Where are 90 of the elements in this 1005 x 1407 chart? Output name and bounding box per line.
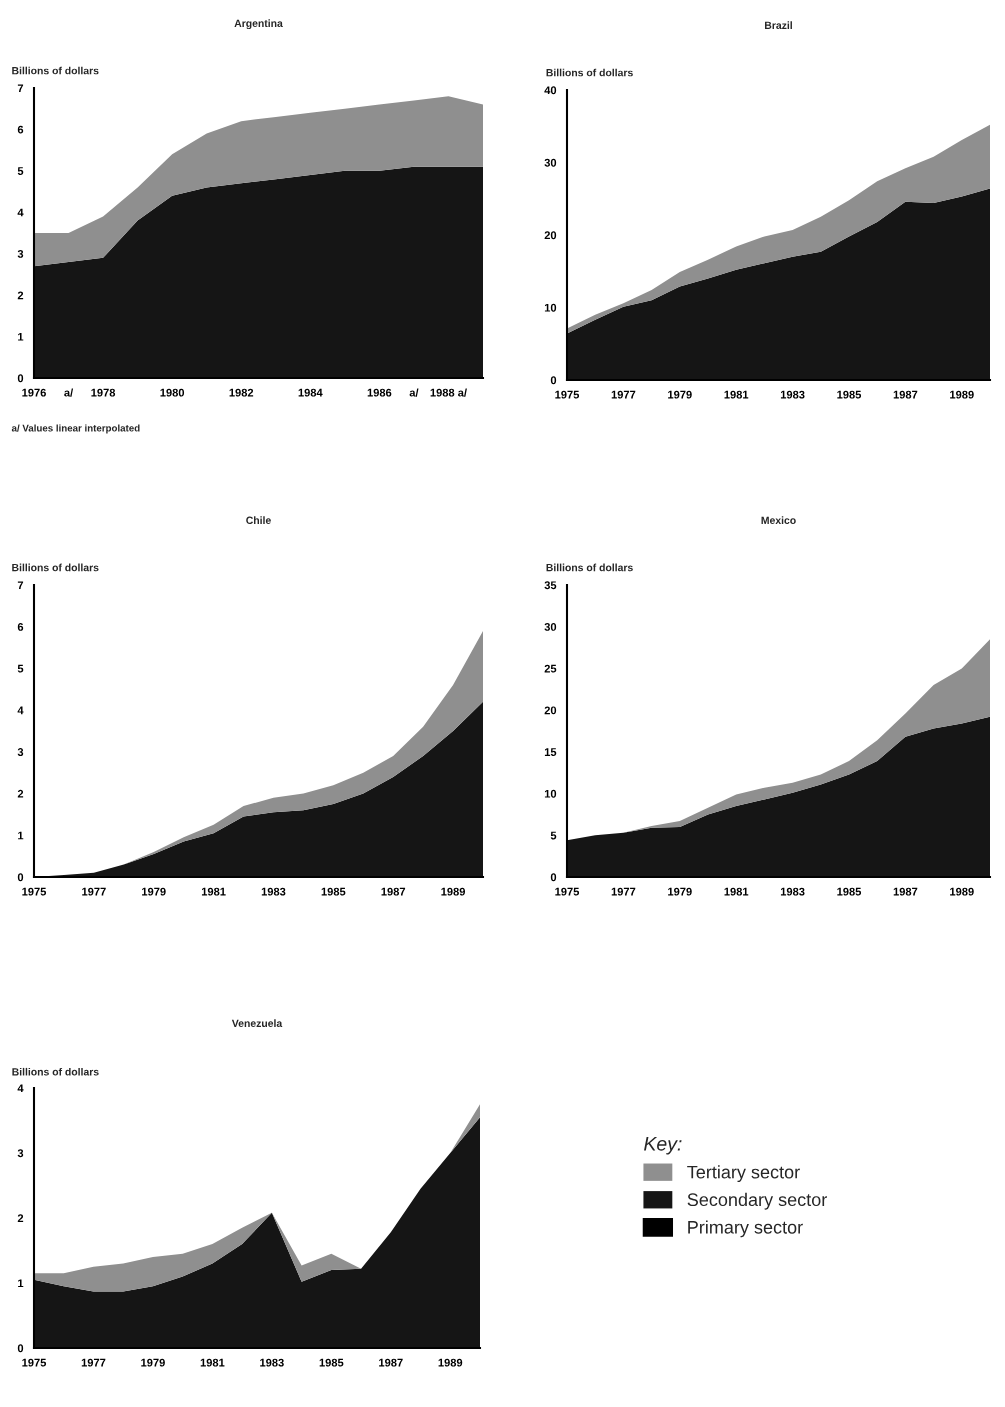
y-tick-label: 3 xyxy=(17,1149,24,1158)
x-tick-label: a/ xyxy=(409,388,419,397)
y-axis-title: Billions of dollars xyxy=(546,563,633,572)
x-tick-label: 1978 xyxy=(91,388,116,397)
chart-title: Chile xyxy=(246,516,271,524)
x-tick-label: 1983 xyxy=(260,1358,284,1367)
y-tick-label: 20 xyxy=(544,231,557,240)
y-axis-title: Billions of dollars xyxy=(12,563,99,572)
y-tick-label: 4 xyxy=(17,706,24,715)
x-tick-label: 1977 xyxy=(82,887,106,896)
y-tick-label: 3 xyxy=(17,748,24,757)
chart-title: Venezuela xyxy=(231,1019,283,1027)
y-tick-label: 10 xyxy=(544,303,557,312)
x-tick-label: 1977 xyxy=(611,390,636,399)
x-tick-label: 1976 xyxy=(22,388,46,397)
y-tick-label: 0 xyxy=(17,1344,24,1353)
y-tick-label: 0 xyxy=(17,374,24,383)
x-tick-label: 1983 xyxy=(261,887,286,896)
y-axis-title: Billions of dollars xyxy=(12,1067,99,1076)
x-tick-label: 1977 xyxy=(611,887,636,896)
x-tick-label: 1981 xyxy=(200,1358,225,1367)
chart-title: Mexico xyxy=(761,516,796,524)
y-tick-label: 4 xyxy=(17,208,24,217)
chart-title: Brazil xyxy=(765,21,792,29)
chart-title: Argentina xyxy=(234,19,283,30)
y-tick-label: 2 xyxy=(17,1214,24,1223)
x-tick-label: 1985 xyxy=(837,887,862,896)
x-tick-label: 1979 xyxy=(668,887,692,896)
x-tick-label: 1985 xyxy=(319,1358,344,1367)
x-tick-label: 1975 xyxy=(22,887,47,896)
x-tick-label: 1983 xyxy=(780,887,805,896)
x-tick-label: 1982 xyxy=(229,388,254,397)
x-tick-label: 1984 xyxy=(298,388,323,397)
y-tick-label: 0 xyxy=(17,873,24,882)
legend-label: Primary sector xyxy=(688,1220,803,1238)
x-tick-label: 1989 xyxy=(441,887,466,896)
x-tick-label: 1986 xyxy=(367,388,392,397)
x-tick-label: 1989 xyxy=(438,1358,463,1367)
y-tick-label: 5 xyxy=(17,167,24,175)
x-tick-label: 1975 xyxy=(555,887,580,896)
legend-label: Secondary sector xyxy=(687,1192,827,1210)
y-tick-label: 30 xyxy=(544,622,557,631)
x-tick-label: 1987 xyxy=(893,887,918,896)
y-tick-label: 7 xyxy=(17,581,24,590)
y-tick-label: 5 xyxy=(550,831,557,840)
x-tick-label: 1975 xyxy=(555,390,580,399)
text: a/ Values linear interpolated xyxy=(11,424,140,434)
x-tick-label: 1985 xyxy=(837,390,862,399)
legend-label: Tertiary sector xyxy=(687,1165,800,1183)
x-tick-label: 1987 xyxy=(379,1358,403,1367)
y-tick-label: 4 xyxy=(17,1084,24,1093)
x-tick-label: 1979 xyxy=(668,390,692,399)
x-tick-label: 1975 xyxy=(22,1358,47,1367)
x-tick-label: 1981 xyxy=(724,390,749,399)
x-tick-label: 1988 a/ xyxy=(430,388,467,397)
x-tick-label: 1989 xyxy=(950,887,974,896)
x-tick-label: 1981 xyxy=(201,887,226,896)
y-tick-label: 6 xyxy=(17,622,24,631)
x-tick-label: 1985 xyxy=(321,887,346,896)
y-tick-label: 0 xyxy=(550,873,557,882)
y-tick-label: 25 xyxy=(544,664,557,673)
x-tick-label: 1980 xyxy=(160,388,185,397)
x-tick-label: 1981 xyxy=(724,887,749,896)
x-tick-label: a/ xyxy=(64,388,74,397)
x-tick-label: 1989 xyxy=(950,390,974,399)
y-tick-label: 6 xyxy=(17,125,24,134)
y-axis-title: Billions of dollars xyxy=(546,68,633,77)
y-tick-label: 15 xyxy=(544,748,557,756)
x-tick-label: 1979 xyxy=(141,1358,165,1367)
y-tick-label: 20 xyxy=(544,706,557,715)
y-tick-label: 40 xyxy=(544,86,557,95)
y-tick-label: 30 xyxy=(544,158,557,167)
x-tick-label: 1977 xyxy=(81,1358,106,1367)
y-tick-label: 1 xyxy=(18,332,24,341)
y-axis-title: Billions of dollars xyxy=(12,66,99,75)
x-tick-label: 1987 xyxy=(381,887,406,896)
y-tick-label: 10 xyxy=(544,789,557,798)
y-tick-label: 7 xyxy=(17,84,24,93)
y-tick-label: 2 xyxy=(17,789,24,798)
legend-title: Key: xyxy=(644,1137,682,1155)
y-tick-label: 1 xyxy=(18,831,24,840)
y-tick-label: 5 xyxy=(17,664,24,673)
y-tick-label: 2 xyxy=(17,291,24,300)
x-tick-label: 1987 xyxy=(893,390,918,399)
y-tick-label: 1 xyxy=(18,1279,24,1288)
x-tick-label: 1983 xyxy=(780,390,805,399)
y-tick-label: 3 xyxy=(17,249,24,258)
y-tick-label: 35 xyxy=(544,581,557,590)
x-tick-label: 1979 xyxy=(142,887,166,896)
y-tick-label: 0 xyxy=(550,376,557,385)
